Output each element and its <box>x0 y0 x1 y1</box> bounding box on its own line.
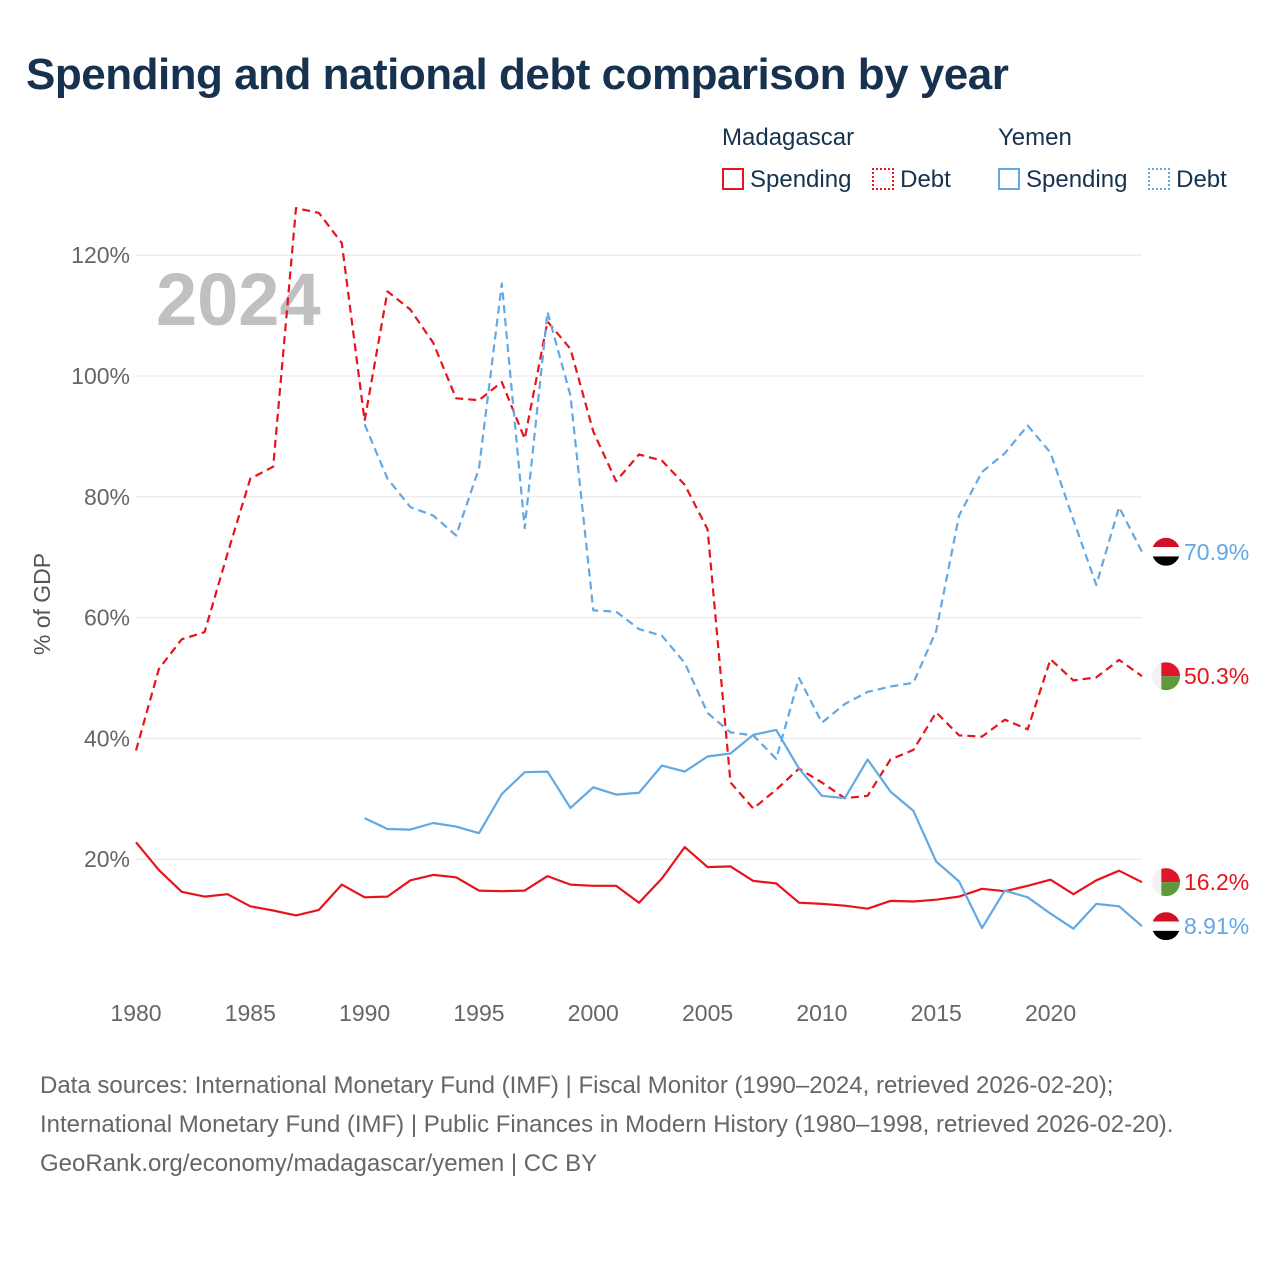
legend-item-madagascar-spending[interactable]: Spending <box>722 166 851 194</box>
x-tick-label: 1995 <box>453 1000 504 1026</box>
legend-group-madagascar: Madagascar Spending Debt <box>722 124 951 193</box>
legend-item-madagascar-debt[interactable]: Debt <box>872 166 951 194</box>
x-tick-label: 2005 <box>682 1000 733 1026</box>
legend-country-yemen: Yemen <box>998 124 1072 151</box>
series-line-madagascar-spending <box>135 841 1143 917</box>
flag-yemen-icon <box>1152 537 1180 566</box>
y-tick-label: 80% <box>84 484 130 510</box>
y-tick-label: 20% <box>84 846 130 872</box>
legend-item-yemen-spending[interactable]: Spending <box>998 166 1127 194</box>
legend-country-madagascar: Madagascar <box>722 124 855 151</box>
end-value-label: 16.2% <box>1184 869 1249 895</box>
end-value-label: 70.9% <box>1184 539 1249 565</box>
legend-label: Spending <box>750 166 852 193</box>
credit-link[interactable]: GeoRank.org/economy/madagascar/yemen | C… <box>40 1150 598 1177</box>
solid-line-swatch-icon <box>722 168 744 190</box>
dotted-line-swatch-icon <box>1148 168 1171 190</box>
series-line-yemen-spending <box>364 728 1143 930</box>
end-value-label: 8.91% <box>1184 913 1249 939</box>
year-watermark: 2024 <box>156 258 321 341</box>
chart-footer: Data sources: International Monetary Fun… <box>40 1066 1250 1183</box>
x-tick-label: 1990 <box>339 1000 390 1026</box>
end-value-label: 50.3% <box>1184 663 1249 689</box>
data-sources: Data sources: International Monetary Fun… <box>40 1072 1174 1138</box>
legend-label: Spending <box>1026 166 1128 193</box>
series-line-yemen-debt <box>363 282 1143 761</box>
x-tick-label: 2015 <box>911 1000 962 1026</box>
y-tick-label: 120% <box>71 242 130 268</box>
x-tick-label: 1985 <box>225 1000 276 1026</box>
y-tick-label: 100% <box>71 363 130 389</box>
series-line-madagascar-debt <box>134 207 1143 810</box>
line-chart: 2024 20% 40% 60% 80% 100% 120% 1980 1985 1990 199… <box>29 207 1249 1026</box>
solid-line-swatch-icon <box>998 168 1020 190</box>
x-tick-label: 2000 <box>568 1000 619 1026</box>
x-tick-label: 2020 <box>1025 1000 1076 1026</box>
dotted-line-swatch-icon <box>872 168 895 190</box>
legend-item-yemen-debt[interactable]: Debt <box>1148 166 1227 194</box>
y-axis-label: % of GDP <box>29 553 55 655</box>
x-tick-label: 1980 <box>110 1000 161 1026</box>
flag-yemen-icon <box>1152 912 1180 941</box>
y-tick-label: 60% <box>84 605 130 631</box>
y-tick-label: 40% <box>84 725 130 751</box>
legend-label: Debt <box>1176 166 1227 193</box>
legend-label: Debt <box>900 166 951 193</box>
chart-title: Spending and national debt comparison by… <box>26 50 1009 99</box>
x-tick-label: 2010 <box>796 1000 847 1026</box>
legend-group-yemen: Yemen Spending Debt <box>998 124 1227 193</box>
